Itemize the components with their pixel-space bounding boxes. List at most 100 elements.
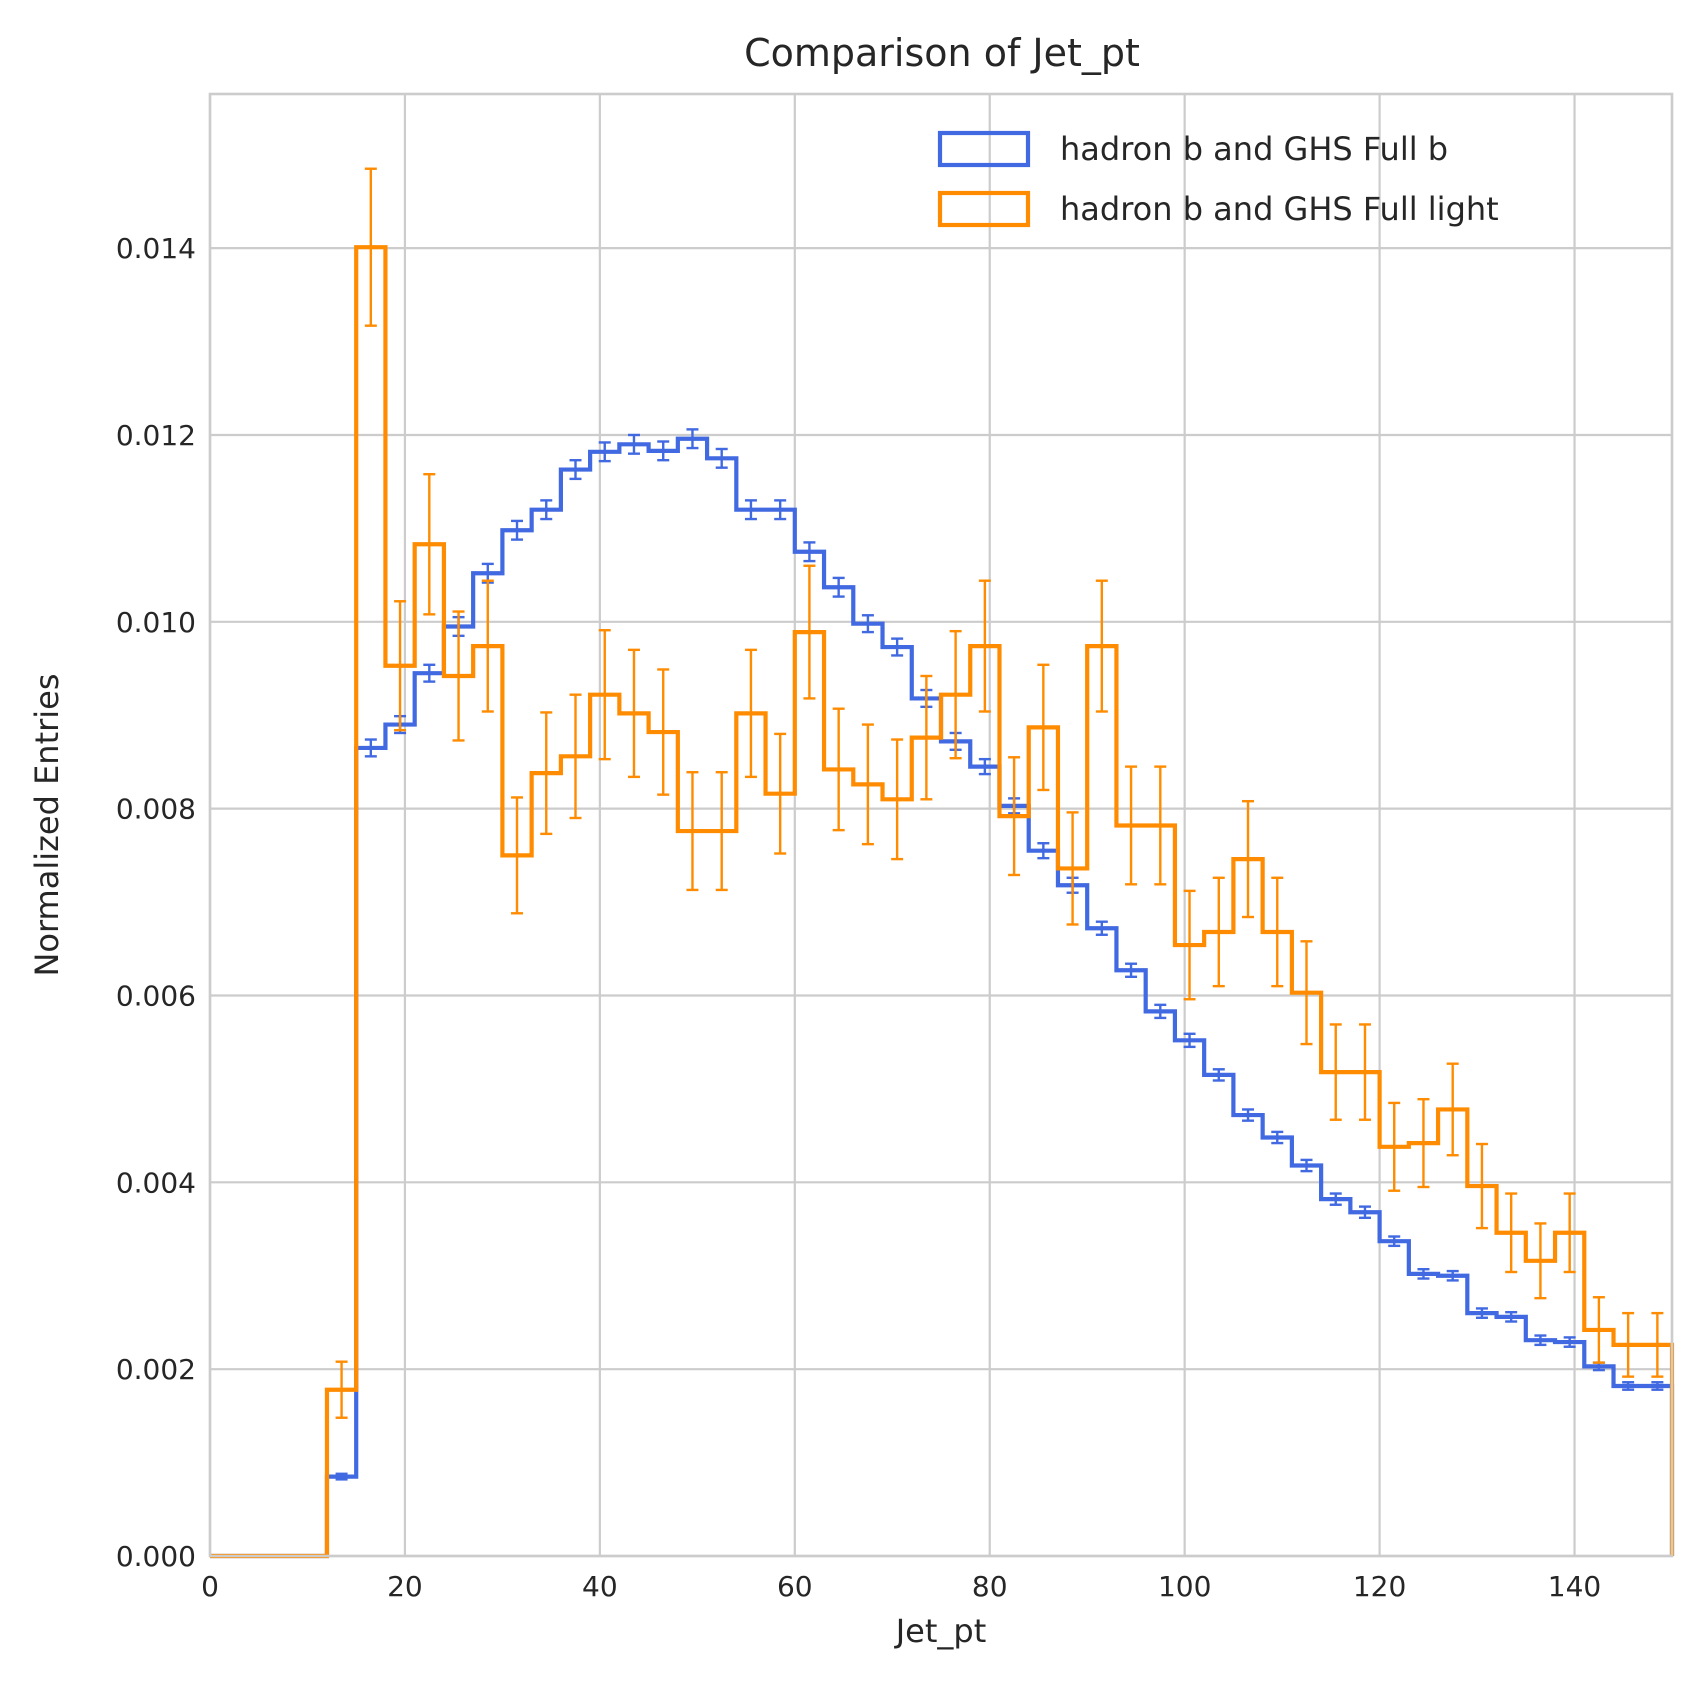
error-bar: [1242, 1108, 1255, 1122]
y-tick-labels: 0.000 0.002 0.004 0.006 0.008 0.010 0.012 0.014: [116, 232, 196, 1573]
error-bar: [832, 707, 845, 832]
error-bar: [1622, 1311, 1635, 1378]
error-bar: [452, 610, 465, 742]
error-bar: [1329, 1023, 1342, 1121]
error-bar: [744, 499, 757, 521]
error-bar: [1505, 1192, 1518, 1274]
legend-label: hadron b and GHS Full light: [1060, 190, 1499, 228]
x-tick-label: 20: [387, 1570, 423, 1603]
error-bar: [1037, 663, 1050, 792]
series-1: [210, 428, 1675, 1559]
error-bar: [1329, 1192, 1342, 1206]
x-tick-labels: 0 20 40 60 80 100 120 140: [201, 1570, 1601, 1603]
error-bar: [657, 440, 670, 462]
error-bar: [1563, 1336, 1576, 1348]
error-bar: [861, 723, 874, 846]
error-bar: [1066, 811, 1079, 926]
error-bar: [1505, 1310, 1518, 1323]
legend-item: hadron b and GHS Full b: [937, 130, 1448, 168]
error-bar: [686, 428, 699, 450]
error-bar: [978, 757, 991, 776]
error-bar: [1125, 962, 1138, 979]
x-tick-label: 80: [972, 1570, 1008, 1603]
error-bar: [1008, 756, 1021, 877]
grid-lines: [208, 94, 1672, 1558]
error-bar: [394, 600, 407, 732]
error-bar: [1475, 1307, 1488, 1319]
error-bar: [1095, 579, 1108, 713]
error-bar: [335, 1360, 348, 1419]
error-bar: [774, 499, 787, 521]
series-2: [210, 167, 1675, 1559]
y-tick-label: 0.000: [116, 1540, 196, 1573]
y-tick-label: 0.012: [116, 419, 196, 452]
error-bar: [1095, 920, 1108, 936]
error-bar: [803, 564, 816, 700]
error-bar: [920, 674, 933, 801]
error-bar: [1651, 1381, 1664, 1391]
error-bar: [627, 433, 640, 455]
error-bar: [832, 576, 845, 598]
error-bar: [891, 738, 904, 861]
error-bar: [540, 711, 553, 836]
y-tick-label: 0.008: [116, 793, 196, 826]
x-tick-label: 140: [1548, 1570, 1601, 1603]
error-bar: [1358, 1023, 1371, 1121]
error-bar: [481, 579, 494, 713]
error-bar: [511, 796, 524, 915]
error-bar: [744, 648, 757, 779]
error-bar: [511, 519, 524, 541]
error-bar: [803, 541, 816, 563]
y-tick-label: 0.004: [116, 1166, 196, 1199]
error-bar: [1417, 1268, 1430, 1280]
x-tick-label: 0: [201, 1570, 219, 1603]
error-bar: [1388, 1235, 1401, 1248]
legend-swatch: [937, 190, 1031, 228]
error-bar: [598, 441, 611, 463]
y-tick-label: 0.014: [116, 232, 196, 265]
error-bar: [1271, 1130, 1284, 1145]
legend-label: hadron b and GHS Full b: [1060, 130, 1448, 168]
legend-swatch: [937, 130, 1031, 168]
chart-title: Comparison of Jet_pt: [744, 31, 1140, 75]
error-bar: [364, 738, 377, 758]
error-bar: [1534, 1222, 1547, 1300]
histogram-step-line: [210, 245, 1675, 1559]
error-bar: [1651, 1311, 1664, 1378]
x-tick-label: 120: [1353, 1570, 1406, 1603]
error-bar: [1271, 876, 1284, 988]
x-tick-label: 60: [777, 1570, 813, 1603]
error-bar: [1446, 1062, 1459, 1157]
error-bar: [335, 1472, 348, 1481]
error-bar: [715, 447, 728, 469]
error-bar: [891, 637, 904, 657]
error-bar: [1300, 1158, 1313, 1173]
error-bar: [978, 579, 991, 713]
error-bar: [1242, 799, 1255, 919]
error-bar: [1154, 765, 1167, 886]
series-layer: [210, 167, 1675, 1559]
error-bar: [774, 732, 787, 855]
error-bar: [657, 668, 670, 796]
error-bar: [1154, 1003, 1167, 1020]
error-bar: [1125, 765, 1138, 886]
error-bar: [861, 614, 874, 634]
y-tick-label: 0.006: [116, 979, 196, 1012]
error-bar: [569, 459, 582, 481]
error-bar: [1183, 889, 1196, 1001]
error-bar: [1300, 940, 1313, 1046]
error-bar: [1388, 1101, 1401, 1192]
error-bar: [949, 629, 962, 760]
error-bar: [1475, 1142, 1488, 1230]
legend-item: hadron b and GHS Full light: [937, 190, 1499, 228]
error-bar: [627, 648, 640, 779]
error-bar: [1534, 1334, 1547, 1347]
legend: hadron b and GHS Full b hadron b and GHS …: [937, 130, 1499, 228]
plot-frame: [208, 92, 1674, 1558]
error-bar: [715, 771, 728, 892]
y-tick-label: 0.010: [116, 606, 196, 639]
error-bar: [1417, 1097, 1430, 1189]
error-bar: [1212, 876, 1225, 988]
